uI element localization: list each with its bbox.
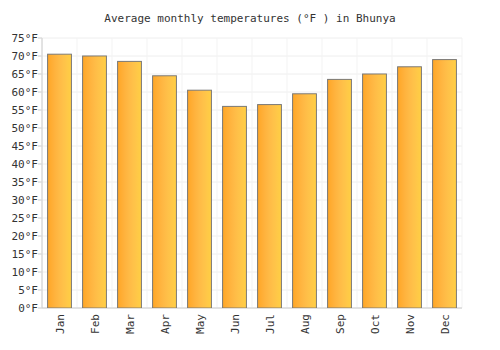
- y-tick-label: 45°F: [12, 140, 39, 153]
- bar: [153, 76, 177, 308]
- grid-line-vertical: [77, 38, 78, 308]
- bar: [293, 94, 317, 308]
- chart-svg: Average monthly temperatures (°F ) in Bh…: [0, 0, 500, 350]
- bar: [48, 54, 72, 308]
- y-tick: [38, 200, 42, 201]
- grid-line-vertical: [462, 38, 463, 308]
- y-tick-label: 25°F: [12, 212, 39, 225]
- y-tick: [38, 254, 42, 255]
- y-tick-label: 10°F: [12, 266, 39, 279]
- y-tick: [38, 110, 42, 111]
- bar-shine: [328, 80, 351, 308]
- x-tick-label: Jun: [229, 314, 242, 334]
- chart-container: Average monthly temperatures (°F ) in Bh…: [0, 0, 500, 350]
- bar: [363, 74, 387, 308]
- x-tick-label: Jan: [54, 314, 67, 334]
- y-tick: [38, 92, 42, 93]
- y-tick: [38, 164, 42, 165]
- y-tick: [38, 236, 42, 237]
- y-tick: [38, 182, 42, 183]
- bar-shine: [153, 76, 176, 307]
- bar: [328, 79, 352, 308]
- y-tick-label: 40°F: [12, 158, 39, 171]
- y-tick-label: 35°F: [12, 176, 39, 189]
- grid-line-vertical: [322, 38, 323, 308]
- bar-shine: [293, 94, 316, 307]
- grid-line-vertical: [427, 38, 428, 308]
- x-tick-label: Mar: [124, 314, 137, 334]
- grid-line-vertical: [42, 38, 43, 308]
- bar-shine: [433, 60, 456, 307]
- y-tick: [38, 272, 42, 273]
- y-tick-label: 50°F: [12, 122, 39, 135]
- bar-shine: [363, 75, 386, 308]
- bar: [398, 67, 422, 308]
- y-tick-label: 20°F: [12, 230, 39, 243]
- y-tick: [38, 290, 42, 291]
- y-tick: [38, 308, 42, 309]
- grid: [38, 38, 462, 308]
- y-tick: [38, 218, 42, 219]
- y-tick-label: 15°F: [12, 248, 39, 261]
- chart-title: Average monthly temperatures (°F ) in Bh…: [104, 12, 395, 25]
- grid-line-vertical: [112, 38, 113, 308]
- y-tick-label: 65°F: [12, 68, 39, 81]
- grid-line-vertical: [287, 38, 288, 308]
- bar: [223, 106, 247, 308]
- grid-line-vertical: [392, 38, 393, 308]
- bar: [188, 90, 212, 308]
- y-axis-line: [42, 38, 43, 308]
- x-tick-label: Jul: [264, 314, 277, 334]
- x-tick-label: Apr: [159, 314, 172, 334]
- bar: [258, 105, 282, 308]
- grid-line-vertical: [182, 38, 183, 308]
- grid-line-vertical: [357, 38, 358, 308]
- bar-shine: [188, 91, 211, 308]
- bar: [118, 61, 142, 308]
- y-tick: [38, 38, 42, 39]
- y-tick-label: 5°F: [18, 284, 38, 297]
- y-tick-label: 70°F: [12, 50, 39, 63]
- y-tick: [38, 74, 42, 75]
- bar-shine: [83, 57, 106, 308]
- x-tick-label: Sep: [334, 314, 347, 334]
- y-tick-label: 30°F: [12, 194, 39, 207]
- grid-line-vertical: [252, 38, 253, 308]
- x-tick-label: Nov: [404, 314, 417, 334]
- y-tick-label: 55°F: [12, 104, 39, 117]
- y-tick: [38, 146, 42, 147]
- bars: [48, 54, 457, 308]
- bar: [83, 56, 107, 308]
- x-tick-label: May: [194, 314, 207, 334]
- bar-shine: [258, 105, 281, 307]
- x-tick-label: Aug: [299, 314, 312, 334]
- grid-line-vertical: [147, 38, 148, 308]
- x-tick-label: Oct: [369, 314, 382, 334]
- y-tick: [38, 128, 42, 129]
- grid-line-vertical: [217, 38, 218, 308]
- y-tick-label: 75°F: [12, 32, 39, 45]
- bar-shine: [223, 107, 246, 308]
- x-tick-label: Feb: [89, 314, 102, 334]
- y-tick: [38, 56, 42, 57]
- y-tick-label: 0°F: [18, 302, 38, 315]
- bar-shine: [398, 67, 421, 307]
- bar-shine: [118, 62, 141, 308]
- bar-shine: [48, 55, 71, 308]
- x-tick-label: Dec: [439, 314, 452, 334]
- bar: [433, 60, 457, 308]
- y-tick-label: 60°F: [12, 86, 39, 99]
